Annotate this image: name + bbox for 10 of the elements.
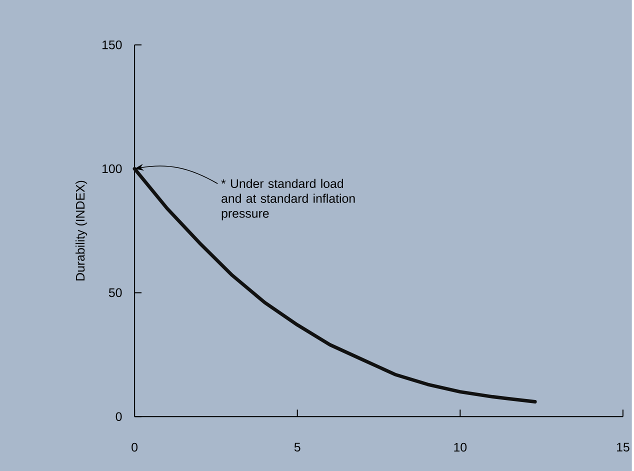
y-tick-label: 50 (108, 288, 122, 297)
x-tick-label: 15 (617, 442, 630, 452)
y-tick-label: 150 (102, 40, 122, 50)
y-tick-label: 0 (116, 412, 122, 421)
y-tick-label: 100 (102, 164, 122, 173)
y-axis-title: Durability (INDEX) (76, 180, 88, 280)
annotation: * Under standard load and at standard inflation pressure (221, 178, 355, 220)
x-tick-label: 5 (294, 442, 300, 452)
x-tick-label: 0 (132, 442, 138, 452)
x-tick-label: 10 (454, 442, 467, 452)
